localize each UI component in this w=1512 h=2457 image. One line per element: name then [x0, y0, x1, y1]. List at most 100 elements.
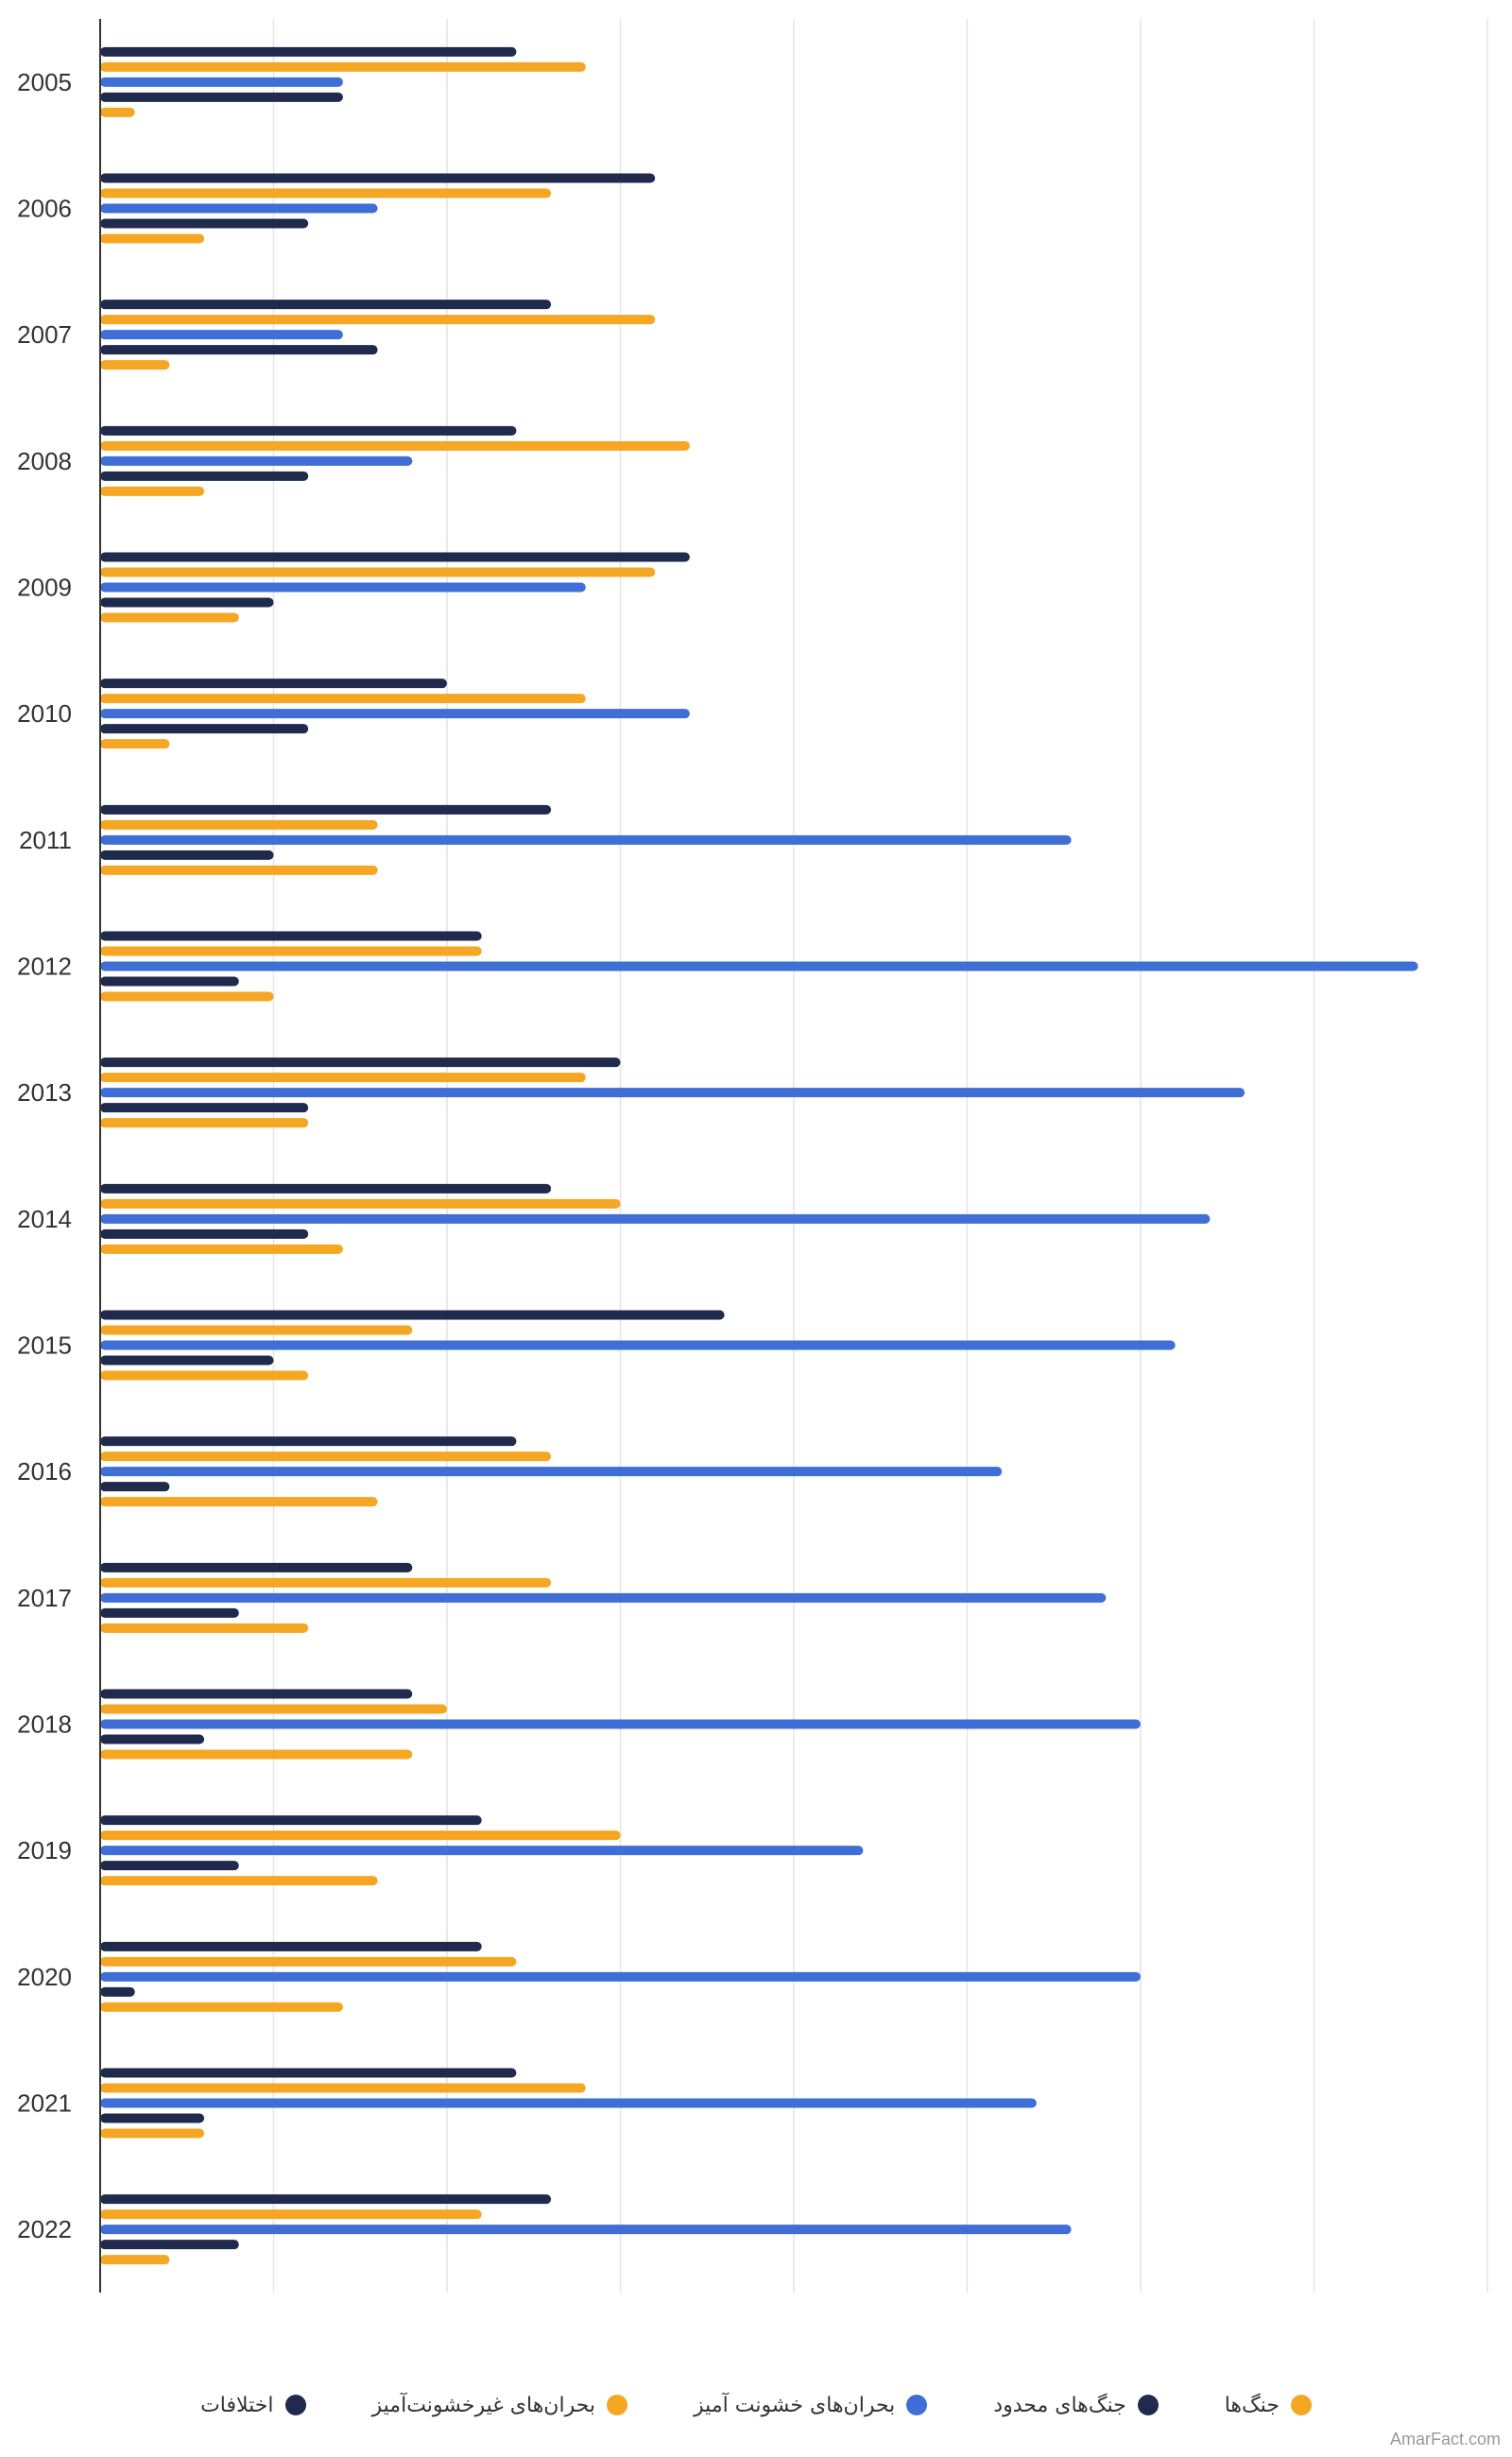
bar-2011-series-5 — [100, 865, 378, 875]
bar-2022-series-3 — [100, 2225, 1072, 2235]
bar-2013-series-3 — [100, 1088, 1246, 1098]
bar-2015-series-4 — [100, 1355, 274, 1366]
bar-2016-series-2 — [100, 1452, 552, 1462]
bar-2009-series-1 — [100, 552, 690, 562]
bar-2008-series-5 — [100, 486, 205, 496]
x-tick-label: 35 — [1301, 2321, 1328, 2325]
bar-2014-series-5 — [100, 1244, 343, 1254]
category-label: 2010 — [17, 699, 72, 728]
bar-2006-series-3 — [100, 203, 378, 214]
category-label: 2006 — [17, 195, 72, 223]
bar-2010-series-2 — [100, 694, 586, 704]
bar-2019-series-5 — [100, 1876, 378, 1886]
bar-2021-series-5 — [100, 2128, 205, 2139]
bar-2017-series-3 — [100, 1592, 1107, 1603]
bar-2012-series-3 — [100, 961, 1418, 971]
bar-2020-series-2 — [100, 1956, 517, 1967]
legend-label: بحران‌های خشونت آمیز — [694, 2393, 896, 2417]
legend-label: بحران‌های غیرخشونت‌آمیز — [371, 2393, 596, 2417]
category-label: 2013 — [17, 1078, 72, 1107]
bar-2021-series-3 — [100, 2098, 1037, 2108]
category-label: 2020 — [17, 1963, 72, 1991]
bar-2022-series-5 — [100, 2255, 170, 2265]
category-label: 2007 — [17, 320, 72, 349]
bar-2022-series-2 — [100, 2209, 482, 2220]
bar-2009-series-2 — [100, 567, 656, 577]
legend-swatch — [607, 2395, 628, 2415]
bar-2011-series-4 — [100, 850, 274, 860]
legend-item[interactable]: بحران‌های غیرخشونت‌آمیز — [372, 2394, 628, 2417]
x-tick-label: 30 — [1127, 2321, 1154, 2325]
category-label: 2009 — [17, 574, 72, 602]
bar-2013-series-4 — [100, 1103, 309, 1113]
category-label: 2018 — [17, 1710, 72, 1739]
legend-label: جنگ‌ها — [1224, 2393, 1280, 2417]
bar-2016-series-4 — [100, 1482, 170, 1492]
bar-2007-series-4 — [100, 345, 378, 355]
legend-item[interactable]: جنگ‌های محدود — [993, 2393, 1159, 2417]
bar-2015-series-2 — [100, 1325, 413, 1335]
bar-2011-series-1 — [100, 804, 552, 815]
bar-2009-series-5 — [100, 612, 239, 623]
bar-2010-series-1 — [100, 679, 447, 689]
category-label: 2014 — [17, 1205, 72, 1233]
source-credit: AmarFact.com — [1389, 2430, 1501, 2448]
bar-chart: 0 5 10 15 20 25 30 35 40 2005 2006 2007 2008 2009 201… — [17, 19, 1501, 2325]
bar-2021-series-2 — [100, 2083, 586, 2093]
x-tick-label: 5 — [267, 2321, 281, 2325]
bar-2009-series-3 — [100, 582, 586, 593]
bar-2016-series-3 — [100, 1467, 1003, 1477]
bars — [100, 46, 1418, 2265]
x-tick-label: 15 — [608, 2321, 634, 2325]
bar-2008-series-4 — [100, 471, 309, 481]
legend-item[interactable]: اختلافات — [200, 2394, 306, 2417]
bar-2008-series-1 — [100, 425, 517, 436]
legend-label: جنگ‌های محدود — [993, 2393, 1126, 2417]
bar-2009-series-4 — [100, 597, 274, 608]
bar-2013-series-2 — [100, 1073, 586, 1083]
bar-2005-series-4 — [100, 92, 343, 102]
bar-2020-series-4 — [100, 1986, 135, 1997]
bar-2010-series-5 — [100, 739, 170, 749]
bar-2012-series-4 — [100, 976, 239, 987]
bar-2008-series-2 — [100, 440, 690, 451]
bar-2021-series-4 — [100, 2113, 205, 2123]
bar-2006-series-4 — [100, 218, 309, 229]
x-tick-label: 25 — [954, 2321, 981, 2325]
bar-2006-series-2 — [100, 188, 552, 198]
legend-item[interactable]: بحران‌های خشونت آمیز — [694, 2393, 928, 2417]
bar-2005-series-1 — [100, 46, 517, 57]
bar-2007-series-5 — [100, 360, 170, 370]
bar-2005-series-5 — [100, 107, 135, 117]
bar-2006-series-1 — [100, 173, 656, 183]
bar-2018-series-2 — [100, 1704, 447, 1714]
legend-item[interactable]: جنگ‌ها — [1225, 2394, 1312, 2417]
x-tick-label: 40 — [1474, 2321, 1501, 2325]
bar-2014-series-2 — [100, 1198, 621, 1209]
bar-2007-series-1 — [100, 300, 552, 310]
bar-2018-series-5 — [100, 1749, 413, 1760]
bar-2018-series-3 — [100, 1719, 1141, 1729]
bar-2015-series-3 — [100, 1340, 1176, 1350]
category-label: 2005 — [17, 68, 72, 96]
category-label: 2022 — [17, 2215, 72, 2243]
bar-2007-series-3 — [100, 330, 343, 340]
bar-2010-series-4 — [100, 724, 309, 734]
bar-2019-series-2 — [100, 1830, 621, 1841]
bar-2011-series-3 — [100, 834, 1072, 845]
bar-2011-series-2 — [100, 819, 378, 830]
bar-2015-series-1 — [100, 1310, 725, 1320]
bar-2013-series-5 — [100, 1118, 309, 1128]
grid-lines — [272, 19, 1488, 2293]
x-tick-label: 20 — [781, 2321, 807, 2325]
bar-2014-series-1 — [100, 1183, 552, 1194]
bar-2015-series-5 — [100, 1370, 309, 1381]
bar-2017-series-2 — [100, 1577, 552, 1588]
category-label: 2019 — [17, 1836, 72, 1864]
category-label: 2015 — [17, 1332, 72, 1360]
legend-swatch — [906, 2395, 928, 2415]
bar-2016-series-5 — [100, 1497, 378, 1507]
legend: جنگ‌ها جنگ‌های محدود بحران‌های خشونت آمیز ب… — [0, 2381, 1512, 2429]
bar-2012-series-2 — [100, 946, 482, 956]
category-label: 2008 — [17, 447, 72, 475]
